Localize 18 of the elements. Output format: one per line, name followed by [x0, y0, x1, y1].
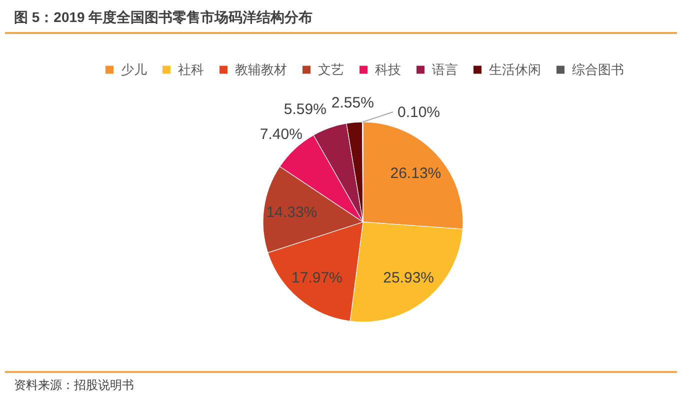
data-label: 25.93%: [383, 270, 434, 287]
data-label: 7.40%: [260, 126, 302, 144]
legend-label: 生活休闲: [489, 62, 541, 77]
legend-label: 少儿: [121, 62, 147, 77]
legend-label: 科技: [375, 62, 401, 77]
legend-label: 教辅教材: [235, 62, 287, 77]
data-label: 2.55%: [331, 94, 374, 112]
data-label: 5.59%: [284, 100, 326, 118]
data-label: 26.13%: [390, 164, 442, 182]
data-label: 17.97%: [292, 269, 342, 286]
legend-label: 语言: [432, 62, 458, 77]
text: 资料来源：招股说明书: [14, 377, 134, 394]
legend-label: 社科: [178, 62, 204, 77]
data-label: 14.33%: [266, 204, 318, 222]
data-label: 0.10%: [397, 104, 440, 121]
legend-label: 文艺: [318, 62, 344, 77]
chart-title: 图 5：2019 年度全国图书零售市场码洋结构分布: [14, 9, 313, 27]
legend-label: 综合图书: [572, 62, 624, 77]
